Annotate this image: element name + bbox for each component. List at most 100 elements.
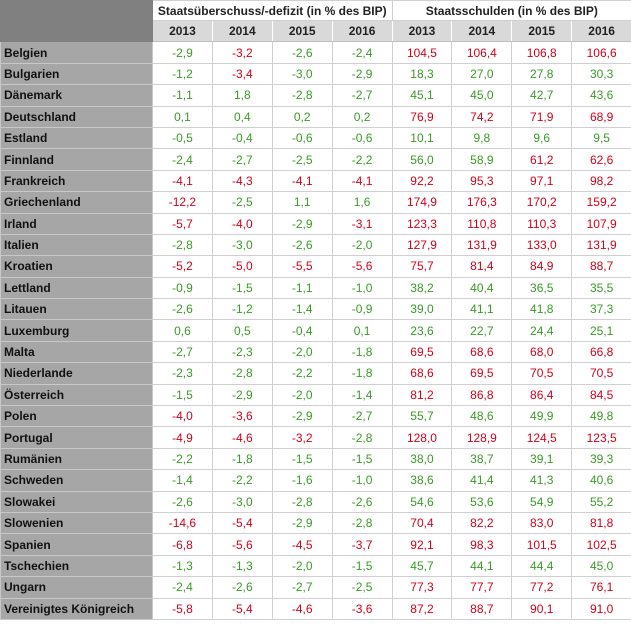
value-cell: 9,6 [511,126,573,150]
value-cell: -4,6 [271,597,333,620]
value-cell: -4,0 [211,212,273,235]
value-cell: 1,6 [331,191,393,214]
value-cell: 0,5 [211,319,273,342]
year-header: 2015 [511,19,573,43]
value-cell: 81,2 [391,383,453,407]
country-cell: Malta [0,340,153,364]
value-cell: -4,1 [152,169,213,193]
value-cell: -2,7 [211,148,273,171]
value-cell: -2,4 [331,41,393,64]
header-row: Staatsüberschuss/-defizit (in % des BIP)… [0,0,631,43]
value-cell: -0,4 [271,319,333,342]
value-cell: 82,2 [451,511,513,535]
country-cell: Ungarn [0,576,153,599]
value-cell: 131,9 [571,233,631,257]
value-cell: -2,2 [152,447,213,471]
value-cell: 55,7 [391,405,453,428]
value-cell: -3,0 [211,490,273,513]
value-cell: -1,8 [211,447,273,471]
value-cell: 9,5 [571,126,631,150]
data-row: Portugal -4,9 -4,6 -3,2 -2,8 128,0 128,9 124,5 1… [0,426,631,449]
value-cell: -1,4 [331,383,393,407]
country-cell: Rumänien [0,447,153,471]
value-cell: -5,6 [211,533,273,556]
value-cell: -5,2 [152,255,213,278]
value-cell: -2,6 [331,490,393,513]
value-cell: -0,6 [271,126,333,150]
value-cell: -1,2 [211,298,273,321]
value-cell: 24,4 [511,319,573,342]
table-head: Staatsüberschuss/-defizit (in % des BIP)… [0,0,631,43]
value-cell: 41,8 [511,298,573,321]
value-cell: 106,4 [451,41,513,64]
value-cell: 41,4 [451,469,513,492]
value-cell: 123,3 [391,212,453,235]
value-cell: 27,0 [451,62,513,86]
value-cell: 44,4 [511,554,573,578]
value-cell: 53,6 [451,490,513,513]
value-cell: 131,9 [451,233,513,257]
value-cell: -4,0 [152,405,213,428]
data-row: Italien -2,8 -3,0 -2,6 -2,0 127,9 131,9 133,0 13… [0,233,631,257]
value-cell: -2,6 [152,490,213,513]
value-cell: 86,8 [451,383,513,407]
data-row: Rumänien -2,2 -1,8 -1,5 -1,5 38,0 38,7 39,1 39,3 [0,447,631,471]
value-cell: -2,9 [271,405,333,428]
value-cell: 69,5 [391,340,453,364]
value-cell: -3,6 [331,597,393,620]
value-cell: -2,5 [271,148,333,171]
value-cell: -1,5 [331,447,393,471]
value-cell: 76,1 [571,576,631,599]
value-cell: -2,8 [271,490,333,513]
value-cell: -5,6 [331,255,393,278]
data-row: Österreich -1,5 -2,9 -2,0 -1,4 81,2 86,8 86,4 84… [0,383,631,407]
value-cell: 90,1 [511,597,573,620]
value-cell: 107,9 [571,212,631,235]
value-cell: 48,6 [451,405,513,428]
value-cell: 0,1 [152,105,213,128]
value-cell: 49,9 [511,405,573,428]
value-cell: -2,8 [331,426,393,449]
value-cell: 62,6 [571,148,631,171]
country-cell: Österreich [0,383,153,407]
value-cell: 74,2 [451,105,513,128]
data-row: Frankreich -4,1 -4,3 -4,1 -4,1 92,2 95,3 97,1 98… [0,169,631,193]
value-cell: 98,2 [571,169,631,193]
year-header: 2013 [391,19,453,43]
value-cell: 1,8 [211,84,273,107]
value-cell: -2,6 [271,41,333,64]
value-cell: -1,0 [331,469,393,492]
value-cell: 104,5 [391,41,453,64]
value-cell: 76,9 [391,105,453,128]
year-header: 2016 [571,19,631,43]
value-cell: 83,0 [511,511,573,535]
value-cell: -2,8 [211,362,273,385]
value-cell: 70,5 [511,362,573,385]
value-cell: -3,2 [211,41,273,64]
value-cell: 18,3 [391,62,453,86]
year-header: 2014 [211,19,273,43]
value-cell: 37,3 [571,298,631,321]
value-cell: 58,9 [451,148,513,171]
value-cell: 40,6 [571,469,631,492]
data-row: Griechenland -12,2 -2,5 1,1 1,6 174,9 176,3 170… [0,191,631,214]
table-body: Belgien -2,9 -3,2 -2,6 -2,4 104,5 106,4 106,8 10… [0,41,631,620]
value-cell: -2,7 [152,340,213,364]
value-cell: -1,1 [271,276,333,300]
value-cell: 36,5 [511,276,573,300]
country-cell: Belgien [0,41,153,64]
country-cell: Tschechien [0,554,153,578]
value-cell: 124,5 [511,426,573,449]
value-cell: 71,9 [511,105,573,128]
value-cell: 43,6 [571,84,631,107]
value-cell: 128,9 [451,426,513,449]
value-cell: -2,4 [152,148,213,171]
value-cell: -4,6 [211,426,273,449]
value-cell: 0,2 [271,105,333,128]
country-cell: Deutschland [0,105,153,128]
value-cell: 86,4 [511,383,573,407]
value-cell: -0,6 [331,126,393,150]
group-header: Staatsschulden (in % des BIP) [391,0,631,21]
value-cell: -1,3 [152,554,213,578]
